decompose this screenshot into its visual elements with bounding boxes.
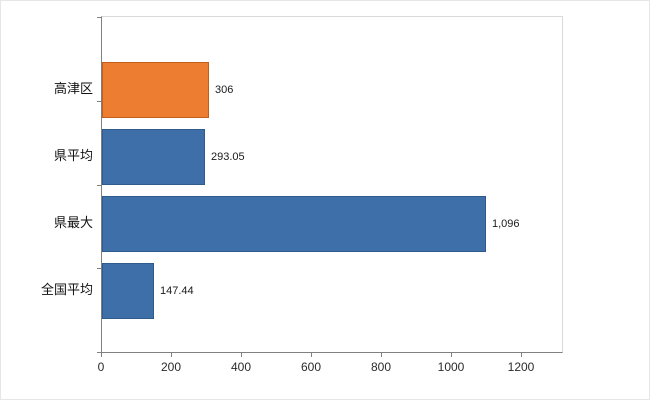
category-label: 高津区 <box>53 81 93 96</box>
y-axis-tick <box>97 268 102 269</box>
x-axis-tick-label: 0 <box>97 360 105 374</box>
y-axis-tick <box>97 17 102 18</box>
category-label: 県最大 <box>53 215 93 230</box>
bar-value-label: 147.44 <box>160 285 194 297</box>
y-axis-category-labels: 高津区県平均県最大全国平均 <box>1 16 93 351</box>
y-axis-tick <box>97 352 102 353</box>
x-axis-tick <box>241 352 242 357</box>
x-axis-tick-label: 800 <box>370 360 392 374</box>
y-axis-tick <box>97 185 102 186</box>
x-axis-tick <box>381 352 382 357</box>
plot-area: 306 293.05 1,096 147.44 <box>97 16 563 353</box>
x-axis-tick-label: 600 <box>300 360 322 374</box>
bar-value-label: 1,096 <box>492 218 520 230</box>
x-axis-tick <box>451 352 452 357</box>
x-axis: 0 200 400 600 800 1000 1200 <box>98 351 561 396</box>
x-axis-tick-label: 400 <box>230 360 252 374</box>
y-axis-tick <box>97 101 102 102</box>
bar-2 <box>102 129 205 185</box>
bar-3 <box>102 196 486 252</box>
bar-value-label: 293.05 <box>211 151 245 163</box>
x-axis-tick-label: 1000 <box>437 360 465 374</box>
x-axis-tick <box>521 352 522 357</box>
category-label: 全国平均 <box>40 282 93 297</box>
x-axis-tick <box>101 352 102 357</box>
x-axis-tick <box>311 352 312 357</box>
x-axis-tick-label: 1200 <box>507 360 535 374</box>
category-label: 県平均 <box>53 148 93 163</box>
x-axis-tick <box>171 352 172 357</box>
bar-1 <box>102 62 209 118</box>
bar-4 <box>102 263 154 319</box>
bar-value-label: 306 <box>215 84 234 96</box>
x-axis-tick-label: 200 <box>160 360 182 374</box>
